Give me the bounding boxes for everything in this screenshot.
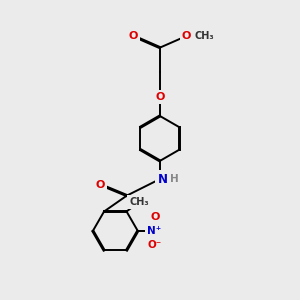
Text: O: O <box>155 92 165 102</box>
Text: N⁺: N⁺ <box>147 226 161 236</box>
Text: O: O <box>129 31 138 41</box>
Text: O: O <box>182 31 191 41</box>
Text: CH₃: CH₃ <box>129 197 149 207</box>
Text: O: O <box>150 212 160 222</box>
Text: CH₃: CH₃ <box>195 31 214 41</box>
Text: O⁻: O⁻ <box>148 240 162 250</box>
Text: H: H <box>170 174 179 184</box>
Text: N: N <box>158 172 167 186</box>
Text: O: O <box>96 180 105 190</box>
